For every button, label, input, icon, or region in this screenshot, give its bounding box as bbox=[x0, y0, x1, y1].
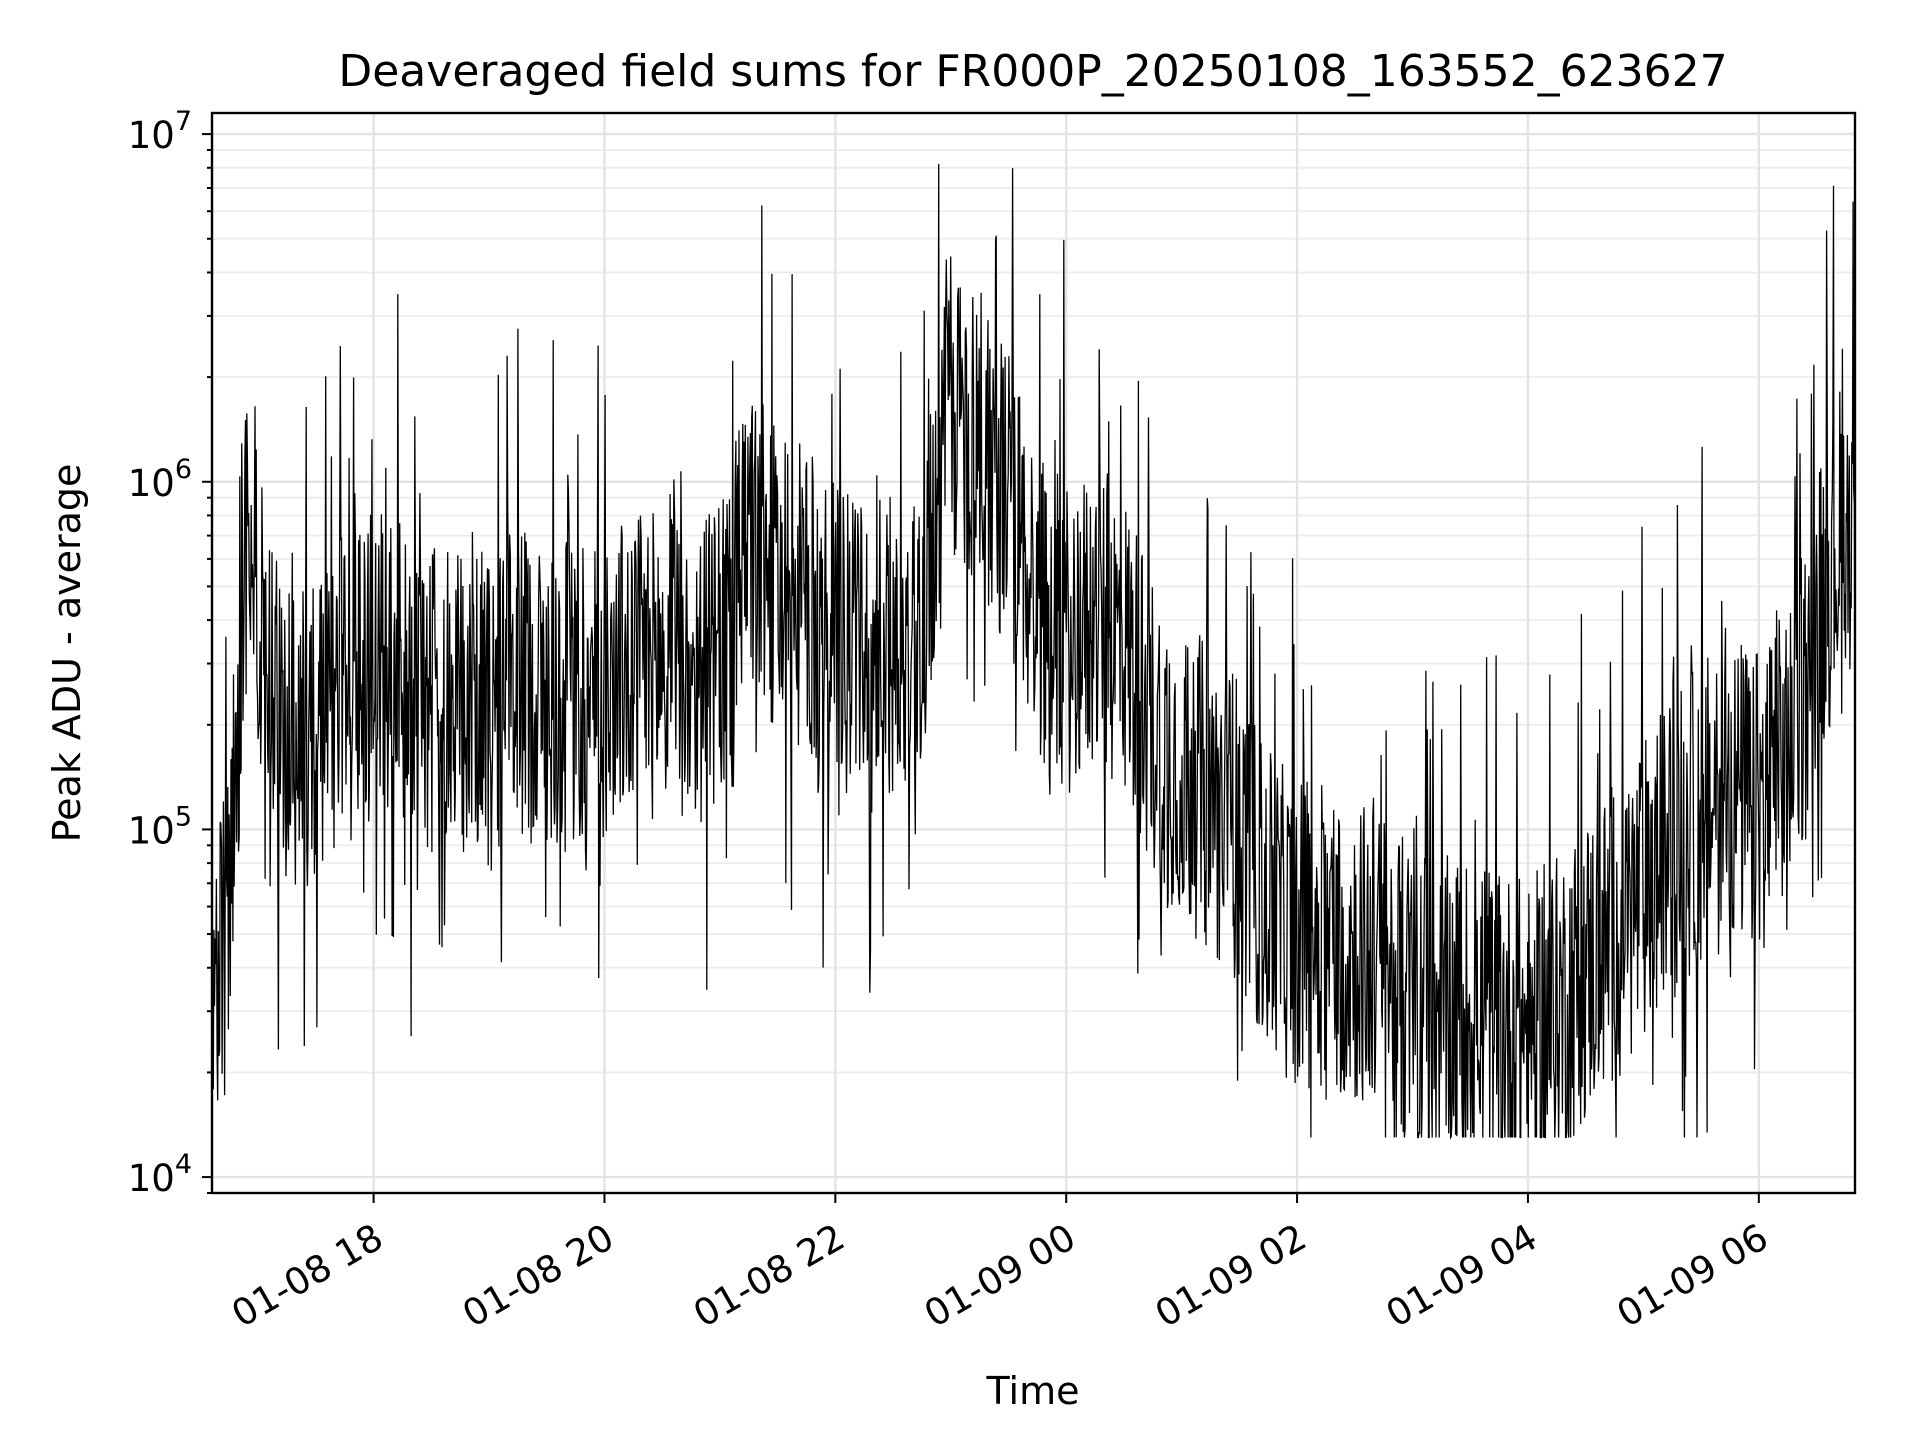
y-tick-label: 106 bbox=[128, 454, 192, 505]
chart-title: Deaveraged field sums for FR000P_2025010… bbox=[338, 46, 1727, 97]
series-line bbox=[211, 164, 1856, 1140]
y-axis-label: Peak ADU - average bbox=[45, 464, 89, 843]
y-tick-label: 105 bbox=[128, 801, 192, 852]
y-tick-label-base: 10 bbox=[128, 114, 175, 157]
x-axis-label: Time bbox=[986, 1369, 1080, 1413]
y-tick-label-exponent: 5 bbox=[175, 801, 192, 832]
y-tick-label-base: 10 bbox=[128, 1157, 175, 1200]
y-tick-label: 104 bbox=[128, 1149, 192, 1200]
y-tick-label: 107 bbox=[128, 106, 192, 157]
y-tick-label-exponent: 7 bbox=[175, 106, 192, 137]
y-tick-label-exponent: 6 bbox=[175, 454, 192, 485]
y-tick-label-exponent: 4 bbox=[175, 1149, 192, 1180]
y-tick-label-base: 10 bbox=[128, 462, 175, 505]
plot-frame bbox=[210, 111, 1857, 1195]
y-tick-label-base: 10 bbox=[128, 809, 175, 852]
